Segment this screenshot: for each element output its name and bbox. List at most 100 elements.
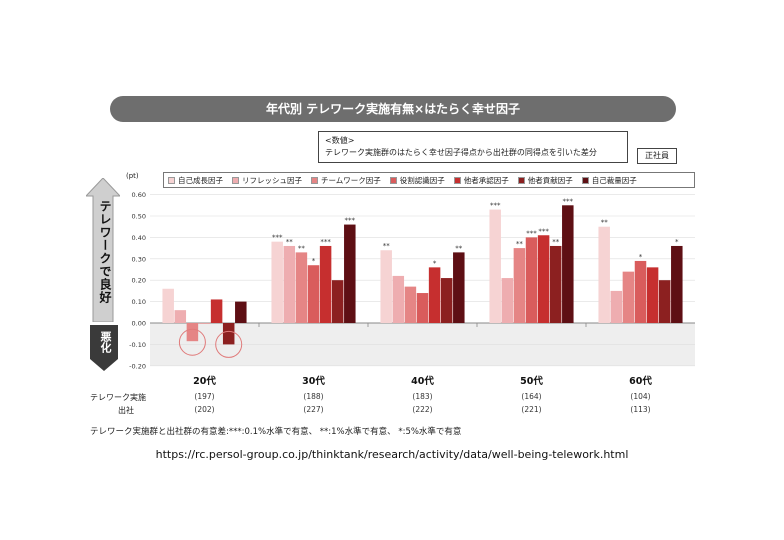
bar <box>235 301 247 323</box>
bar <box>186 323 199 342</box>
significance-label: ** <box>601 219 609 227</box>
bar <box>416 293 429 323</box>
bar <box>198 323 211 324</box>
bad-arrow-icon <box>90 325 118 371</box>
n-telework-label: (197) <box>194 392 214 401</box>
note-text: テレワーク実施群のはたらく幸せ因子得点から出社群の同得点を引いた差分 <box>325 148 597 157</box>
bar <box>549 245 562 323</box>
n-telework-label: (164) <box>521 392 541 401</box>
legend-item: 自己裁量因子 <box>581 175 637 186</box>
bar <box>174 310 187 323</box>
bar <box>331 280 344 323</box>
highlight-circle <box>178 328 206 356</box>
significance-label: * <box>675 238 679 246</box>
bar <box>646 267 659 323</box>
significance-label: ** <box>516 240 524 248</box>
legend-label: リフレッシュ因子 <box>242 175 302 185</box>
legend-swatch <box>517 176 525 184</box>
note-title: <数値> <box>325 136 355 145</box>
good-arrow-icon <box>86 178 120 322</box>
row-label-telework: テレワーク実施 <box>90 393 146 402</box>
y-tick-label: -0.10 <box>129 341 146 349</box>
bar <box>622 271 635 323</box>
x-tick-label: 60代 <box>629 375 652 387</box>
significance-label: *** <box>526 229 537 237</box>
y-unit-label: (pt) <box>126 172 139 180</box>
bar <box>344 224 356 323</box>
y-tick-label: 0.30 <box>132 255 146 263</box>
bar <box>440 278 453 323</box>
significance-label: *** <box>272 234 283 242</box>
legend-swatch <box>581 176 589 184</box>
bar <box>610 290 623 323</box>
legend-label: 他者貢献因子 <box>527 175 573 185</box>
highlight-circle <box>215 330 243 358</box>
bar <box>222 323 235 345</box>
bar <box>501 278 514 323</box>
bar <box>307 265 320 323</box>
bar <box>210 299 223 323</box>
note-box: <数値> テレワーク実施群のはたらく幸せ因子得点から出社群の同得点を引いた差分 <box>318 131 628 163</box>
legend-swatch <box>232 176 239 184</box>
y-tick-label: 0.00 <box>132 320 146 328</box>
bar <box>513 248 526 323</box>
bar <box>489 209 501 323</box>
significance-label: *** <box>345 217 356 225</box>
y-tick-label: 0.60 <box>132 191 146 199</box>
row-label-office: 出社 <box>118 406 134 415</box>
legend-item: 他者承認因子 <box>453 175 509 186</box>
n-office-label: (222) <box>412 405 432 414</box>
significance-footnote: テレワーク実施群と出社群の有意差:***:0.1%水準で有意、 **:1%水準で… <box>90 427 462 437</box>
legend-swatch <box>311 176 318 184</box>
good-direction-label: テレワークで良好 <box>98 200 112 304</box>
employment-badge: 正社員 <box>637 148 677 164</box>
n-office-label: (202) <box>194 405 214 414</box>
significance-label: *** <box>538 227 549 235</box>
bar <box>428 267 441 323</box>
significance-label: * <box>312 257 316 265</box>
n-office-label: (221) <box>521 405 541 414</box>
bar <box>283 245 296 323</box>
significance-label: ** <box>298 244 306 252</box>
negative-region <box>150 323 695 366</box>
significance-label: *** <box>320 238 331 246</box>
legend-label: 他者承認因子 <box>463 175 509 185</box>
bar <box>634 260 647 323</box>
y-tick-label: -0.20 <box>129 362 146 370</box>
significance-label: ** <box>383 242 391 250</box>
bar <box>271 241 283 323</box>
significance-label: * <box>639 253 643 261</box>
legend-item: リフレッシュ因子 <box>232 175 302 186</box>
n-telework-label: (188) <box>303 392 323 401</box>
n-office-label: (113) <box>630 405 650 414</box>
legend-label: チームワーク因子 <box>321 175 381 185</box>
y-tick-label: 0.20 <box>132 277 146 285</box>
bar <box>525 237 538 323</box>
bad-direction-label: 悪化 <box>99 331 112 353</box>
bar <box>392 275 405 323</box>
legend-item: 他者貢献因子 <box>517 175 573 186</box>
legend-label: 役割認識因子 <box>399 175 445 185</box>
x-tick-label: 20代 <box>193 375 216 387</box>
legend-swatch <box>389 176 397 184</box>
legend: 自己成長因子 リフレッシュ因子 チームワーク因子 役割認識因子 他者承認因子 他者貢献因子… <box>163 172 695 188</box>
source-url[interactable]: https://rc.persol-group.co.jp/thinktank/… <box>155 448 629 461</box>
significance-label: ** <box>455 244 463 252</box>
legend-label: 自己裁量因子 <box>591 175 637 185</box>
bar <box>380 250 392 323</box>
chart-title: 年代別 テレワーク実施有無×はたらく幸せ因子 <box>110 96 676 122</box>
significance-label: *** <box>490 202 501 210</box>
bar <box>671 245 683 323</box>
y-tick-label: 0.50 <box>132 213 146 221</box>
bar <box>562 205 574 323</box>
n-telework-label: (104) <box>630 392 650 401</box>
bar <box>404 286 417 323</box>
legend-label: 自己成長因子 <box>178 175 223 185</box>
x-tick-label: 30代 <box>302 375 325 387</box>
legend-swatch <box>453 176 461 184</box>
bar <box>537 235 550 323</box>
significance-label: *** <box>563 197 574 205</box>
x-tick-label: 40代 <box>411 375 434 387</box>
legend-swatch <box>168 176 175 184</box>
y-tick-label: 0.40 <box>132 234 146 242</box>
